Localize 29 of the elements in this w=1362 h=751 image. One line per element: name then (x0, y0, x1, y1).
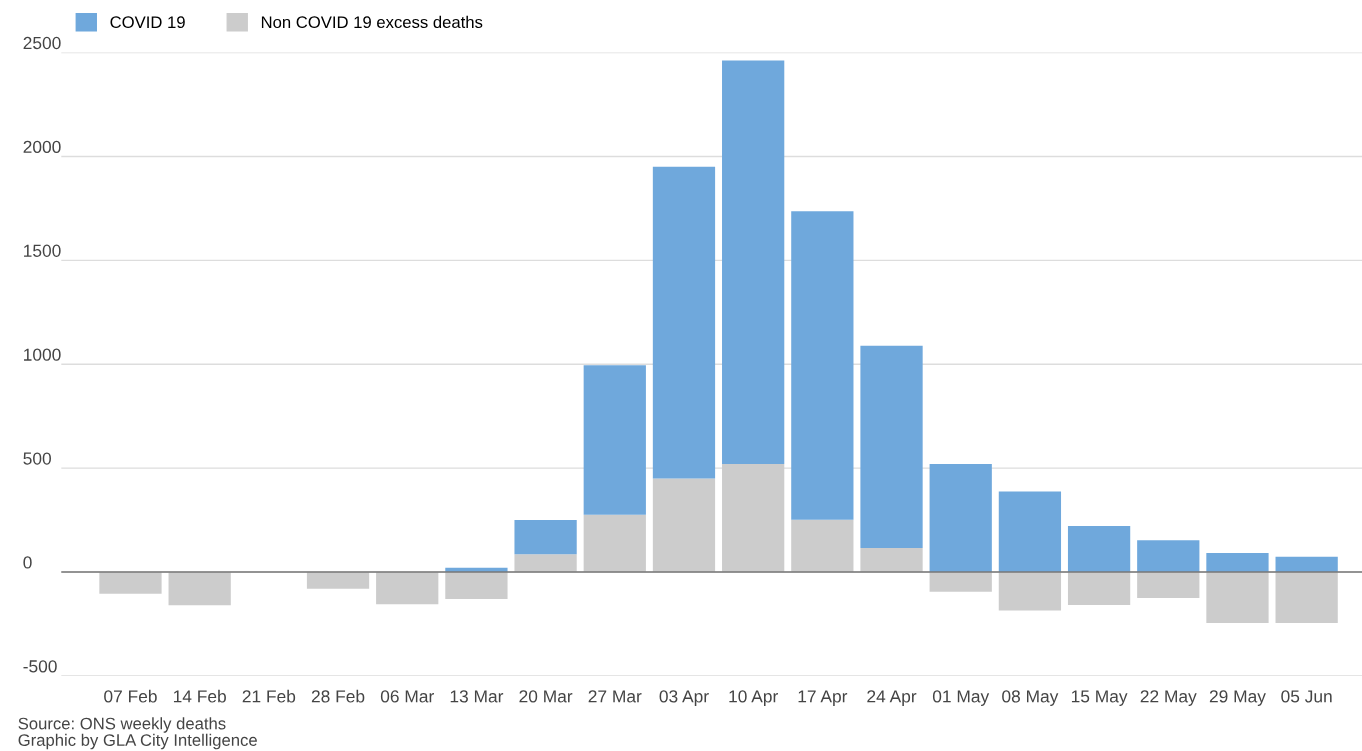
y-tick-label: 1500 (24, 244, 61, 257)
x-tick-label: 17 Apr (798, 690, 848, 706)
x-tick-label: 29 May (1209, 690, 1266, 706)
x-tick-label: 08 May (1002, 690, 1059, 706)
y-tick-label: 0 (23, 556, 32, 569)
x-tick-label: 20 Mar (519, 690, 573, 703)
x-tick-label: 15 May (1071, 690, 1128, 706)
x-tick-label: 07 Feb (104, 689, 157, 703)
y-tick-label: 2000 (23, 140, 61, 154)
x-tick-label: 03 Apr (659, 690, 709, 706)
x-tick-label: 28 Feb (311, 689, 365, 703)
x-tick-label: 01 May (932, 690, 990, 706)
y-tick-label: -500 (23, 660, 57, 673)
text: Graphic by GLA City Intelligence (18, 733, 257, 750)
x-tick-label: 27 Mar (588, 690, 642, 703)
y-tick-label: 500 (23, 452, 51, 465)
y-tick-label: 2500 (23, 36, 61, 50)
x-tick-label: 13 Mar (450, 690, 504, 703)
x-tick-label: 22 May (1140, 690, 1197, 706)
y-tick-label: 1000 (24, 348, 61, 361)
x-tick-label: 10 Apr (729, 690, 778, 706)
x-tick-label: 06 Mar (380, 690, 434, 703)
x-tick-label: 21 Feb (242, 689, 296, 703)
x-tick-label: 14 Feb (173, 689, 226, 703)
x-tick-label: 24 Apr (867, 690, 917, 706)
legend-label: Non COVID 19 excess deaths (261, 15, 483, 29)
x-tick-label: 05 Jun (1281, 690, 1332, 703)
source-note: Source: ONS weekly deaths (18, 717, 226, 733)
legend-label: COVID 19 (110, 16, 185, 29)
